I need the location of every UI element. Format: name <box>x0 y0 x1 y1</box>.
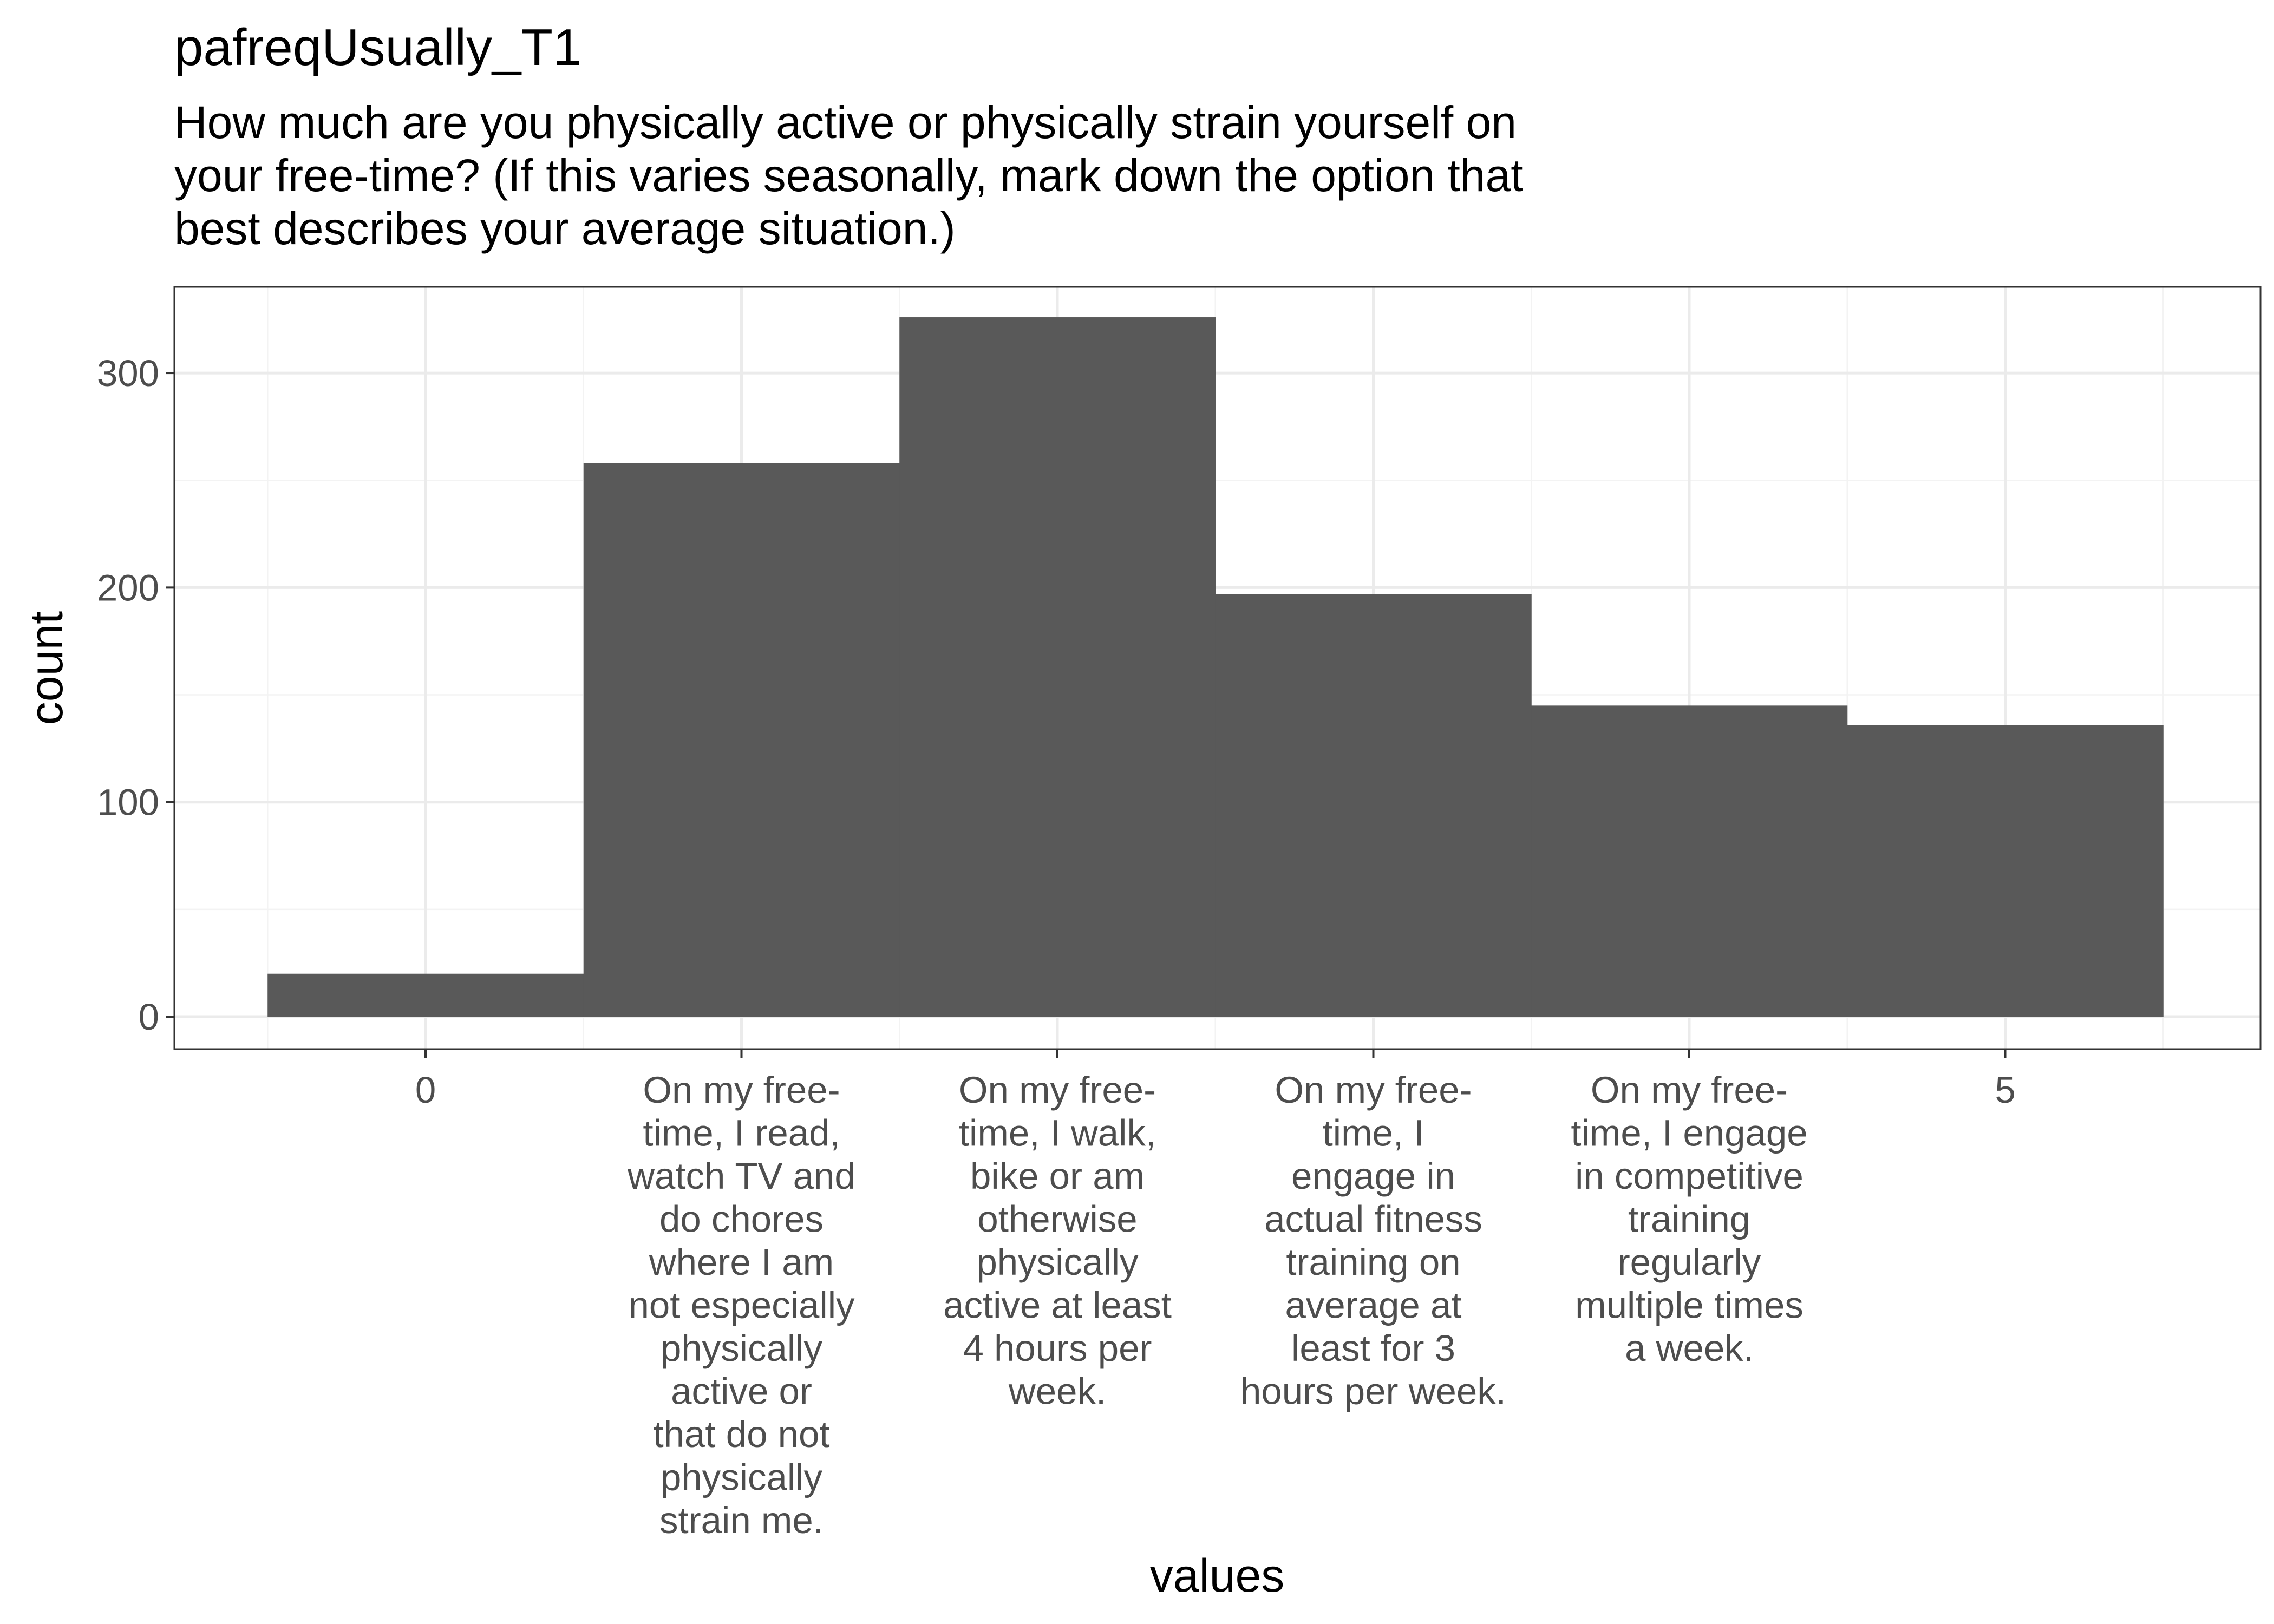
subtitle-line-2: your free-time? (If this varies seasonal… <box>174 150 1524 201</box>
y-axis: 0 100 200 300 <box>97 352 174 1038</box>
x-tick-label-line: a week. <box>1625 1327 1754 1369</box>
x-tick-label-line: On my free- <box>643 1069 840 1111</box>
x-tick-label-line: training on <box>1286 1241 1460 1283</box>
y-tick-label: 0 <box>139 996 159 1038</box>
x-tick-label-line: active or <box>671 1371 812 1412</box>
x-tick-label-line: week. <box>1008 1371 1106 1412</box>
x-tick-label-line: time, I <box>1323 1112 1424 1154</box>
x-tick-label-line: do chores <box>659 1199 824 1240</box>
bars <box>267 317 2164 1017</box>
x-axis: 0 On my free-time, I read, watch TV and do … <box>415 1049 2016 1541</box>
x-tick-label-line: active at least <box>943 1285 1172 1326</box>
x-tick-label-line: physically <box>976 1241 1139 1283</box>
x-tick-label-line: physically <box>661 1457 823 1498</box>
x-tick-label-line: 5 <box>1995 1069 2015 1111</box>
x-tick-label-line: time, I read, <box>643 1112 840 1154</box>
bar <box>1531 705 1848 1017</box>
x-tick-label: On my free-time, I read, watch TV and do c… <box>627 1069 855 1541</box>
x-tick-label-line: time, I engage <box>1571 1112 1807 1154</box>
x-tick-label-line: regularly <box>1618 1241 1761 1283</box>
x-tick-label-line: physically <box>661 1327 823 1369</box>
x-tick-label: On my free-time, I engage in competitive t… <box>1571 1069 1807 1369</box>
x-tick-label-line: hours per week. <box>1240 1371 1506 1412</box>
x-tick-label-line: On my free- <box>1275 1069 1472 1111</box>
x-tick-label-line: engage in <box>1291 1155 1455 1197</box>
x-tick-label-line: training <box>1628 1199 1750 1240</box>
x-axis-title: values <box>1150 1550 1285 1602</box>
y-tick-label: 200 <box>97 567 159 608</box>
plot-panel <box>173 286 2262 1050</box>
x-tick-label: 0 <box>415 1069 436 1111</box>
x-tick-label: On my free-time, I walk, bike or am otherw… <box>943 1069 1172 1412</box>
x-tick-label-line: that do not <box>653 1413 829 1455</box>
bar <box>899 317 1216 1017</box>
subtitle-line-1: How much are you physically active or ph… <box>174 97 1517 148</box>
x-tick-label-line: where I am <box>649 1241 834 1283</box>
bar <box>583 463 900 1017</box>
x-tick-label-line: 0 <box>415 1069 436 1111</box>
x-tick-label-line: average at <box>1285 1285 1461 1326</box>
bar <box>1215 594 1532 1017</box>
bar <box>1847 725 2164 1017</box>
x-tick-label-line: 4 hours per <box>963 1327 1152 1369</box>
x-tick-label-line: least for 3 <box>1291 1327 1455 1369</box>
x-tick-label-line: On my free- <box>1591 1069 1788 1111</box>
x-tick-label-line: bike or am <box>970 1155 1145 1197</box>
chart-title: pafreqUsually_T1 <box>174 18 581 76</box>
panel-border <box>173 286 2262 1050</box>
bar <box>267 973 584 1017</box>
x-tick-label-line: multiple times <box>1575 1285 1803 1326</box>
chart-subtitle: How much are you physically active or ph… <box>174 97 1536 254</box>
subtitle-line-3: best describes your average situation.) <box>174 203 956 254</box>
x-tick-label: 5 <box>1995 1069 2015 1111</box>
y-tick-label: 100 <box>97 782 159 823</box>
x-tick-label-line: in competitive <box>1575 1155 1803 1197</box>
y-axis-title: count <box>21 611 73 725</box>
y-tick-label: 300 <box>97 352 159 394</box>
x-tick-label-line: otherwise <box>977 1199 1137 1240</box>
x-tick-label-line: time, I walk, <box>959 1112 1156 1154</box>
x-tick-label-line: strain me. <box>659 1499 824 1541</box>
x-tick-label-line: watch TV and <box>627 1155 855 1197</box>
x-tick-label-line: not especially <box>628 1285 855 1326</box>
x-tick-label-line: actual fitness <box>1264 1199 1482 1240</box>
x-tick-label-line: On my free- <box>959 1069 1156 1111</box>
